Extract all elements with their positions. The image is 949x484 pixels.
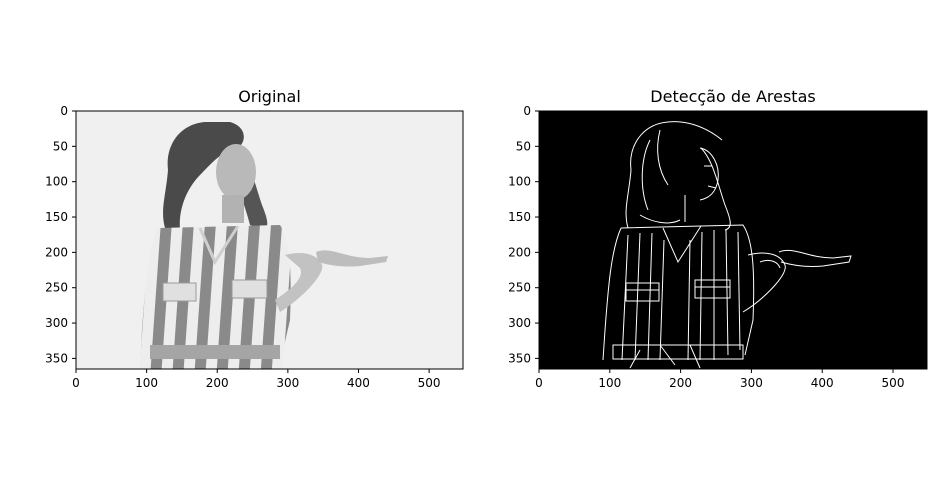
subplot-title-edge-detection: Detecção de Arestas xyxy=(650,87,815,106)
y-tick-label: 250 xyxy=(508,281,531,295)
tick-group-edge-detection: 0 100 200 300 400 500 0 50 100 150 200 250 300 350 xyxy=(508,104,904,390)
subplot-edge-detection: Detecção de Arestas 0 100 200 300 400 500 0 50 1… xyxy=(508,87,928,390)
y-tick-label: 350 xyxy=(45,351,68,365)
x-tick-label: 0 xyxy=(72,376,80,390)
tick-group-original: 0 100 200 300 400 500 0 50 100 150 200 250 300 350 xyxy=(45,104,440,390)
x-tick-label: 500 xyxy=(418,376,441,390)
subplot-title-original: Original xyxy=(238,87,301,106)
y-tick-label: 0 xyxy=(523,104,531,118)
x-tick-label: 200 xyxy=(669,376,692,390)
x-tick-label: 200 xyxy=(206,376,229,390)
x-tick-label: 400 xyxy=(811,376,834,390)
y-tick-label: 150 xyxy=(45,210,68,224)
x-tick-label: 100 xyxy=(598,376,621,390)
y-tick-label: 300 xyxy=(508,316,531,330)
y-tick-label: 300 xyxy=(45,316,68,330)
edge-image xyxy=(539,111,927,369)
x-tick-label: 500 xyxy=(882,376,905,390)
y-tick-label: 200 xyxy=(45,245,68,259)
x-tick-label: 300 xyxy=(276,376,299,390)
axes-frame-edge-detection xyxy=(538,110,928,370)
axes-frame-original xyxy=(75,110,464,370)
y-tick-label: 350 xyxy=(508,351,531,365)
x-tick-label: 300 xyxy=(740,376,763,390)
x-tick-label: 100 xyxy=(135,376,158,390)
y-tick-label: 100 xyxy=(45,175,68,189)
x-tick-label: 400 xyxy=(347,376,370,390)
y-tick-label: 50 xyxy=(516,139,531,153)
y-tick-label: 200 xyxy=(508,245,531,259)
y-tick-label: 100 xyxy=(508,175,531,189)
photo-image xyxy=(76,111,463,369)
y-tick-label: 0 xyxy=(60,104,68,118)
y-tick-label: 50 xyxy=(53,139,68,153)
x-tick-label: 0 xyxy=(535,376,543,390)
y-tick-label: 250 xyxy=(45,281,68,295)
subplot-original: Original 0 100 200 300 400 500 0 50 100 150 200 250… xyxy=(45,87,464,390)
y-tick-label: 150 xyxy=(508,210,531,224)
